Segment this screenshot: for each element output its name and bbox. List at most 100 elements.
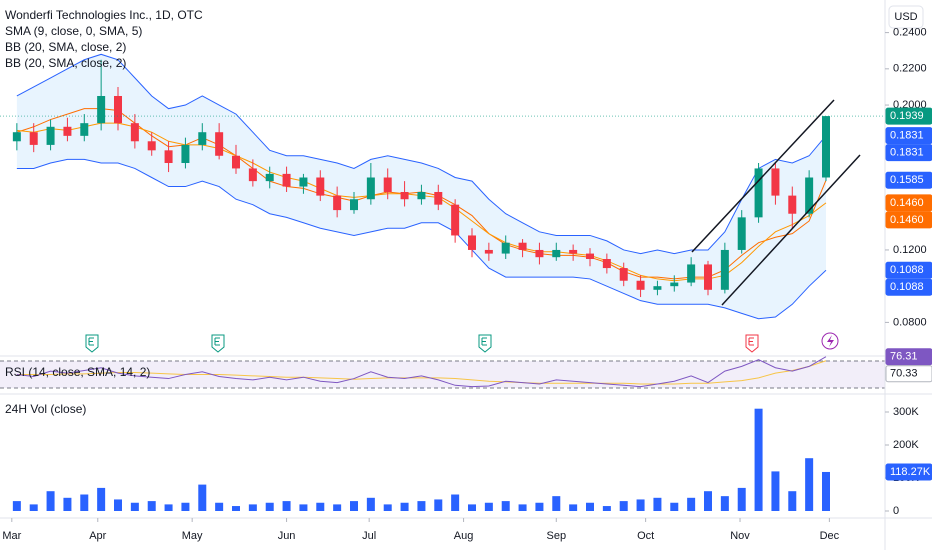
candle-body (619, 268, 628, 281)
volume-bar (316, 502, 325, 511)
candle-body (636, 280, 645, 290)
candle-body (602, 259, 611, 269)
x-tick-label: Aug (454, 530, 474, 542)
candle-body (670, 282, 679, 287)
candle-body (822, 116, 830, 178)
volume-bar (147, 501, 156, 511)
dividend-icon[interactable] (821, 332, 839, 350)
price-tag (885, 365, 932, 383)
volume-bar (350, 501, 358, 511)
candle-body (720, 249, 729, 290)
price-tag (885, 278, 932, 296)
candle-body (771, 168, 780, 196)
volume-bar (586, 502, 594, 511)
candle-body (737, 217, 746, 250)
x-tick-label: Mar (2, 530, 21, 542)
volume-bar (215, 502, 224, 511)
price-tag (885, 171, 932, 189)
trend-line[interactable] (721, 154, 861, 306)
candle-body (232, 155, 240, 169)
candle-body (400, 191, 409, 200)
candle-body (417, 191, 426, 200)
candle-body (198, 132, 207, 145)
rsi-line (16, 360, 827, 385)
earnings-icon[interactable] (85, 334, 99, 353)
earnings-icon[interactable] (745, 334, 759, 353)
candle-body (97, 95, 106, 124)
price-tag (885, 348, 932, 366)
candle-body (552, 249, 561, 258)
candle-body (518, 242, 527, 250)
bb-lower (16, 158, 827, 320)
x-tick-label: Oct (637, 530, 654, 542)
volume-bar (232, 506, 240, 511)
volume-bar (552, 496, 561, 511)
volume-bar (468, 504, 476, 511)
price-tag-label: 118.27K (890, 466, 931, 478)
x-tick-label: Sep (546, 530, 566, 542)
candle-body (299, 177, 308, 187)
symbol-title: Wonderfi Technologies Inc., 1D, OTC (5, 8, 203, 22)
price-tag (885, 211, 932, 229)
earnings-icon[interactable] (211, 334, 225, 353)
plot-layer (0, 53, 885, 511)
candle-body (569, 249, 578, 254)
volume-bar (704, 491, 712, 511)
rsi-band (0, 361, 885, 388)
currency-button[interactable] (888, 5, 924, 29)
volume-title: 24H Vol (close) (5, 402, 86, 416)
x-tick-label: Apr (89, 530, 106, 542)
candle-body (248, 168, 257, 182)
volume-bar (299, 504, 308, 511)
volume-bar (653, 497, 662, 511)
candle-body (754, 168, 763, 218)
y-tick-label: 300K (893, 406, 919, 418)
volume-bar (619, 501, 628, 511)
volume-bar (366, 497, 375, 511)
price-tag-label: 0.1939 (890, 110, 924, 122)
earnings-icon[interactable] (478, 334, 492, 353)
volume-bar (400, 502, 409, 511)
price-tag-label: 0.1831 (890, 130, 924, 142)
x-tick-label: Dec (820, 530, 840, 542)
rsi-line (16, 356, 827, 388)
candle-body (333, 195, 342, 211)
candle-body (215, 132, 224, 156)
volume-bar (130, 502, 139, 511)
volume-bar (97, 487, 106, 511)
price-tag-label: 0.1460 (890, 214, 924, 226)
volume-bar (383, 504, 392, 511)
trend-line[interactable] (691, 99, 835, 253)
price-tag-label: 70.33 (890, 368, 918, 380)
y-tick-label: 200K (893, 439, 919, 451)
volume-bar (501, 501, 510, 511)
candle-body (12, 132, 21, 142)
volume-bar (771, 471, 780, 511)
candle-body (80, 123, 89, 136)
volume-bar (417, 501, 426, 511)
price-tag (885, 463, 932, 481)
price-tag-label: 76.31 (890, 351, 918, 363)
candle-body (586, 253, 594, 260)
x-tick-label: Jun (278, 530, 296, 542)
candle-body (46, 126, 55, 145)
volume-bar (164, 504, 173, 511)
price-tag (885, 194, 932, 212)
volume-bar (333, 504, 342, 511)
candle-body (788, 195, 797, 214)
price-tag-label: 0.1585 (890, 174, 924, 186)
x-tick-label: May (182, 530, 203, 542)
candle-body (366, 177, 375, 200)
indicator-legend: BB (20, SMA, close, 2) (5, 40, 126, 54)
candle-body (535, 249, 544, 258)
price-tag (885, 127, 932, 145)
candle-body (434, 191, 443, 205)
price-tag-label: 0.1460 (890, 197, 924, 209)
price-tag-label: 0.1831 (890, 147, 924, 159)
candle-body (350, 199, 358, 211)
volume-bar (788, 491, 797, 511)
y-tick-label: 0 (893, 505, 899, 517)
candle-body (484, 249, 493, 254)
volume-bar (737, 487, 746, 511)
x-tick-label: Nov (730, 530, 750, 542)
